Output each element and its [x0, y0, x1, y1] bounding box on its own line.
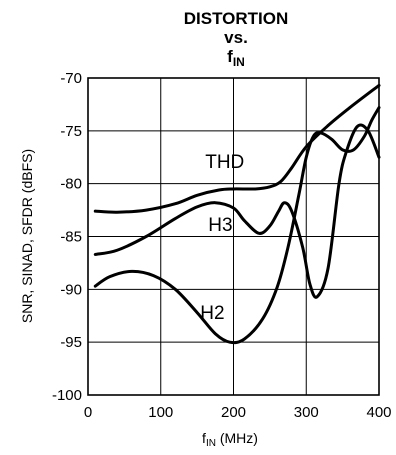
x-tick-label: 100 — [148, 404, 173, 421]
y-tick-label: -95 — [60, 334, 82, 351]
y-axis-label: SNR, SINAD, SFDR (dBFS) — [19, 149, 35, 323]
x-axis-label-unit: (MHz) — [216, 430, 258, 446]
series-label-h3: H3 — [208, 215, 232, 236]
chart-title-line-3: fIN — [227, 47, 245, 69]
x-axis-label-sub: IN — [206, 438, 216, 449]
y-tick-label: -100 — [52, 387, 82, 404]
series-label-h2: H2 — [200, 303, 224, 324]
x-tick-label: 0 — [84, 404, 92, 421]
x-axis-label-f: f — [202, 430, 206, 446]
chart-title-line-2: vs. — [224, 28, 248, 47]
y-tick-labels: -70 -75 -80 -85 -90 -95 -100 — [52, 70, 82, 404]
chart-title-line-1: DISTORTION — [184, 9, 289, 28]
chart-title-f: f — [227, 47, 233, 66]
plot-frame — [87, 77, 380, 396]
y-tick-label: -85 — [60, 229, 82, 246]
x-tick-label: 300 — [294, 404, 319, 421]
y-tick-label: -90 — [60, 281, 82, 298]
series-line-h3 — [93, 123, 381, 299]
x-tick-labels: 0 100 200 300 400 — [84, 404, 392, 421]
chart-title-sub: IN — [233, 55, 245, 69]
series-labels: THD H3 H2 — [200, 152, 244, 324]
series-label-thd: THD — [205, 152, 244, 173]
y-tick-label: -70 — [60, 70, 82, 87]
x-tick-label: 400 — [366, 404, 391, 421]
x-axis-label: fIN (MHz) — [202, 430, 258, 449]
grid-lines — [87, 77, 380, 396]
series-line-thd — [93, 83, 381, 214]
y-tick-label: -75 — [60, 123, 82, 140]
y-tick-label: -80 — [60, 176, 82, 193]
series-curves — [93, 83, 381, 345]
series-line-h2 — [93, 106, 381, 345]
x-tick-label: 200 — [221, 404, 246, 421]
